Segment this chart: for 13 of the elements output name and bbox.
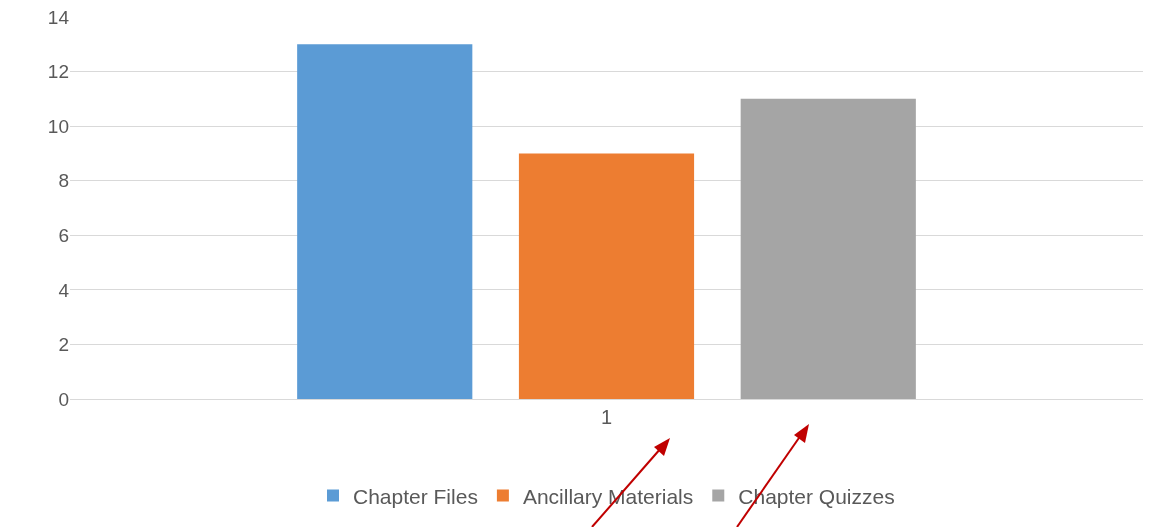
y-tick-label: 10 — [47, 115, 69, 137]
y-tick-label: 6 — [58, 224, 69, 246]
y-tick-label: 14 — [47, 6, 70, 28]
y-tick-label: 2 — [58, 334, 69, 356]
x-tick-label: 1 — [600, 406, 613, 428]
y-tick-label: 0 — [58, 388, 69, 410]
legend-label: Chapter Files — [353, 484, 478, 508]
bar — [518, 153, 695, 399]
bar — [297, 44, 473, 399]
bar — [740, 98, 916, 399]
y-tick-label: 8 — [58, 170, 69, 192]
y-tick-label: 12 — [47, 61, 69, 83]
y-tick-label: 4 — [58, 279, 70, 301]
